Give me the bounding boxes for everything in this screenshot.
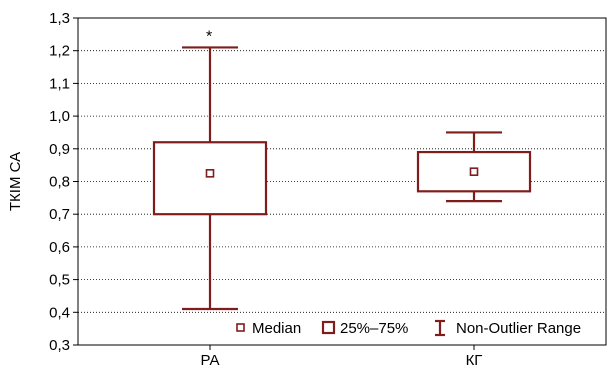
y-tick-label: 0,8	[49, 174, 70, 191]
box-plot	[416, 131, 532, 203]
median-marker	[205, 169, 215, 178]
y-axis-title: ТКІМ СА	[7, 152, 24, 211]
legend: Median 25%–75% Non-Outlier Range	[236, 319, 581, 337]
y-tick-label: 0,9	[49, 141, 70, 158]
box-plots: *	[152, 28, 532, 311]
y-axis-ticks: 0,3 0,4 0,5 0,6 0,7 0,8 0,9 1,0 1,1 1,2 1,3	[49, 10, 78, 354]
legend-median-symbol	[236, 323, 245, 332]
y-tick-label: 1,1	[49, 75, 70, 92]
legend-median-label: Median	[252, 320, 301, 337]
outlier-marker: *	[206, 28, 212, 45]
y-tick-label: 0,5	[49, 272, 70, 289]
box-plot: *	[152, 28, 268, 311]
legend-box-label: 25%–75%	[340, 320, 408, 337]
median-marker	[469, 167, 479, 176]
x-tick-label: РА	[200, 352, 219, 369]
y-tick-label: 1,2	[49, 43, 70, 60]
x-axis-ticks: РА КГ	[200, 345, 482, 369]
x-tick-label: КГ	[466, 352, 483, 369]
legend-range-symbol	[435, 319, 445, 337]
y-tick-label: 0,7	[49, 206, 70, 223]
y-tick-label: 0,4	[49, 304, 70, 321]
y-tick-label: 1,0	[49, 108, 70, 125]
iqr-box	[152, 141, 268, 216]
plot-frame	[77, 17, 607, 346]
y-tick-label: 1,3	[49, 10, 70, 27]
legend-box-symbol	[321, 320, 336, 335]
y-tick-label: 0,3	[49, 337, 70, 354]
y-tick-label: 0,6	[49, 239, 70, 256]
legend-range-label: Non-Outlier Range	[456, 320, 581, 337]
